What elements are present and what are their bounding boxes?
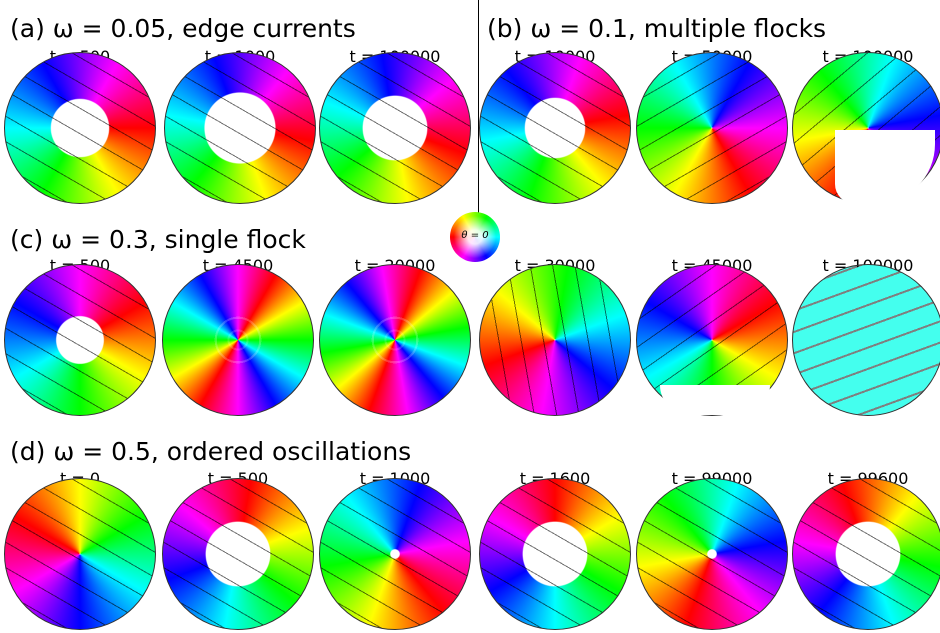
divider <box>478 0 479 232</box>
empty-region <box>660 385 770 415</box>
snapshot <box>4 478 156 630</box>
snapshot <box>319 478 471 630</box>
snapshot <box>636 478 788 630</box>
snapshot <box>164 52 316 204</box>
snapshot <box>792 264 940 416</box>
snapshot <box>479 478 631 630</box>
snapshot <box>319 52 471 204</box>
snapshot <box>4 52 156 204</box>
color-wheel-label: θ = 0 <box>461 230 489 241</box>
empty-region <box>835 130 935 204</box>
snapshot <box>479 264 631 416</box>
snapshot <box>162 478 314 630</box>
snapshot <box>162 264 314 416</box>
color-wheel <box>450 212 500 262</box>
panel-title: (b) ω = 0.1, multiple flocks <box>487 14 827 43</box>
snapshot <box>792 478 940 630</box>
snapshot <box>479 52 631 204</box>
panel-title: (a) ω = 0.05, edge currents <box>10 14 356 43</box>
panel-title: (c) ω = 0.3, single flock <box>10 225 306 254</box>
panel-title: (d) ω = 0.5, ordered oscillations <box>10 437 412 466</box>
snapshot <box>636 52 788 204</box>
snapshot <box>4 264 156 416</box>
snapshot <box>319 264 471 416</box>
